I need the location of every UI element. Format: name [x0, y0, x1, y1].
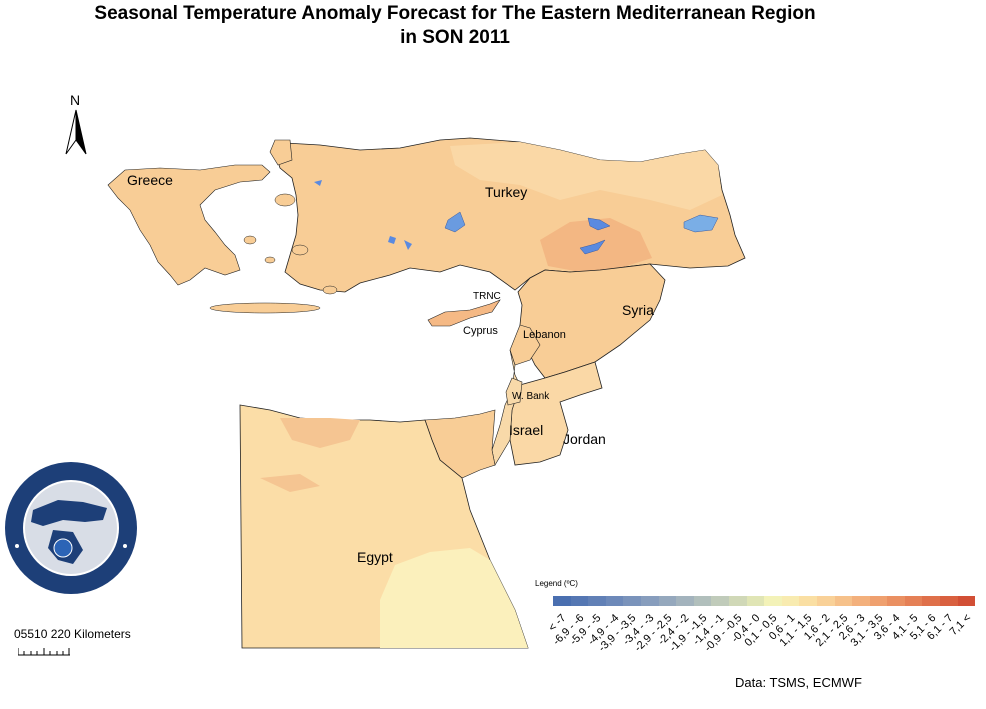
legend-swatch	[711, 596, 729, 606]
legend-swatch	[940, 596, 958, 606]
label-greece: Greece	[127, 172, 173, 188]
egypt-warm-zone	[260, 474, 320, 492]
island-shape	[291, 244, 309, 256]
legend-labels: < -7 -6,9 - -6 -5,9 - -5 -4,9 - -4 -3,9 - -3…	[546, 612, 986, 672]
lake-icon	[579, 239, 606, 255]
turkey-light-zone	[450, 142, 722, 210]
data-source: Data: TSMS, ECMWF	[735, 675, 862, 690]
lake-icon	[404, 240, 412, 250]
label-israel: Israel	[509, 422, 544, 438]
label-lebanon: Lebanon	[523, 329, 566, 341]
island-shape	[322, 285, 338, 295]
legend-swatch	[693, 596, 712, 606]
egypt-cool-zone	[380, 548, 528, 648]
label-trnc: TRNC	[473, 291, 501, 302]
lake-icon	[683, 214, 719, 233]
cyprus-shape	[427, 299, 501, 327]
label-egypt: Egypt	[357, 549, 393, 565]
legend-swatch	[764, 596, 782, 606]
crete-shape	[209, 302, 321, 314]
north-label: N	[70, 92, 81, 108]
legend-swatch	[746, 596, 765, 606]
legend-swatch	[658, 596, 677, 606]
map-title: Seasonal Temperature Anomaly Forecast fo…	[0, 2, 910, 50]
legend-title: Legend (ºC)	[535, 579, 578, 588]
legend-swatch	[605, 596, 624, 606]
legend-swatch	[781, 596, 800, 606]
scale-label: 05510 220 Kilometers	[14, 627, 131, 641]
label-syria: Syria	[622, 302, 654, 318]
island-shape	[243, 235, 257, 245]
legend-swatch	[623, 596, 641, 606]
legend-swatch	[834, 596, 853, 606]
egypt-warm-zone	[280, 418, 360, 448]
label-wbank: W. Bank	[512, 391, 550, 402]
legend-swatch	[816, 596, 835, 606]
label-turkey: Turkey	[485, 184, 528, 200]
label-cyprus: Cyprus	[463, 325, 498, 337]
legend-swatch	[588, 596, 606, 606]
lake-icon	[388, 236, 396, 244]
island-shape	[274, 193, 296, 207]
scale-bar-icon	[18, 648, 70, 656]
lake-icon	[444, 211, 466, 233]
greece-shape	[107, 164, 271, 286]
legend-swatch	[570, 596, 589, 606]
thrace-shape	[269, 139, 293, 166]
jordan-shape	[509, 361, 603, 466]
legend-swatch	[852, 596, 870, 606]
legend-swatch	[887, 596, 905, 606]
legend-swatch	[728, 596, 747, 606]
legend-swatch	[640, 596, 659, 606]
title-line-2: in SON 2011	[400, 27, 510, 48]
legend-swatch	[922, 596, 941, 606]
legend-color-bar	[553, 596, 976, 606]
emcc-logo-icon	[5, 462, 137, 594]
legend-swatch	[869, 596, 888, 606]
lake-icon	[314, 180, 322, 186]
legend-swatch	[553, 596, 571, 606]
lake-icon	[587, 217, 611, 231]
westbank-shape	[505, 377, 523, 406]
syria-shape	[517, 263, 666, 379]
island-shape	[264, 256, 276, 264]
legend-swatch	[799, 596, 817, 606]
legend-swatch	[904, 596, 923, 606]
label-jordan: Jordan	[563, 431, 606, 447]
legend-swatch	[676, 596, 694, 606]
legend-swatch	[957, 596, 976, 606]
north-arrow-icon	[65, 109, 87, 155]
title-line-1: Seasonal Temperature Anomaly Forecast fo…	[94, 3, 816, 24]
